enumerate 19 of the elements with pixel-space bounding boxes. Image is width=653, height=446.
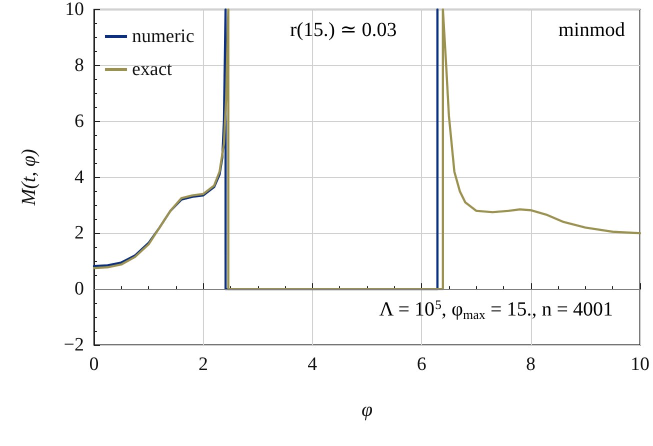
x-axis-title: φ [361,399,373,421]
legend-label: numeric [132,26,194,47]
y-tick-label: −2 [64,334,84,356]
x-tick-label: 0 [89,354,99,375]
y-tick-label: 6 [74,110,84,132]
x-tick-label: 6 [416,354,426,375]
annotation: minmod [558,19,625,41]
x-tick-label: 4 [308,354,318,375]
legend-label: exact [132,59,173,80]
y-tick-label: 0 [74,278,84,300]
x-tick-label: 2 [198,354,208,375]
x-tick-label: 8 [526,354,536,375]
y-tick-label: 10 [65,0,84,20]
y-tick-label: 2 [74,222,84,244]
annotation: r(15.) ≃ 0.03 [290,19,397,41]
x-tick-label: 10 [630,354,650,375]
y-tick-label: 4 [74,166,84,188]
y-tick-label: 8 [74,54,84,76]
y-axis-title: M(t, φ) [18,148,40,207]
